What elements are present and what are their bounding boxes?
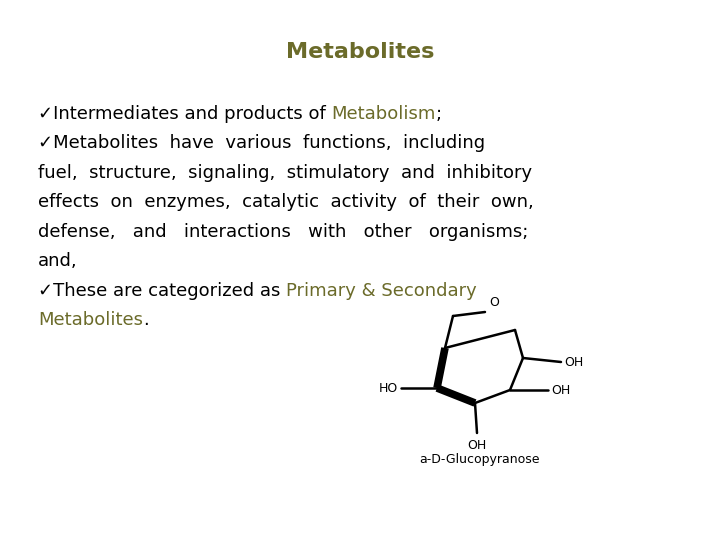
Text: ✓Metabolites  have  various  functions,  including: ✓Metabolites have various functions, inc…: [38, 134, 485, 152]
Text: HO: HO: [379, 381, 398, 395]
Text: Metabolites: Metabolites: [38, 312, 143, 329]
Text: OH: OH: [467, 439, 487, 452]
Text: Primary & Secondary: Primary & Secondary: [286, 282, 477, 300]
Text: ✓These are categorized as: ✓These are categorized as: [38, 282, 286, 300]
Text: OH: OH: [564, 355, 583, 368]
Text: effects  on  enzymes,  catalytic  activity  of  their  own,: effects on enzymes, catalytic activity o…: [38, 193, 534, 212]
Text: .: .: [143, 312, 149, 329]
Text: OH: OH: [551, 383, 570, 396]
Text: fuel,  structure,  signaling,  stimulatory  and  inhibitory: fuel, structure, signaling, stimulatory …: [38, 164, 532, 182]
Text: ;: ;: [436, 105, 442, 123]
Text: Metabolism: Metabolism: [331, 105, 436, 123]
Text: O: O: [489, 296, 499, 309]
Text: and,: and,: [38, 253, 78, 271]
Text: a-D-Glucopyranose: a-D-Glucopyranose: [420, 453, 540, 466]
Text: Metabolites: Metabolites: [286, 42, 434, 62]
Text: ✓Intermediates and products of: ✓Intermediates and products of: [38, 105, 331, 123]
Text: defense,   and   interactions   with   other   organisms;: defense, and interactions with other org…: [38, 223, 528, 241]
